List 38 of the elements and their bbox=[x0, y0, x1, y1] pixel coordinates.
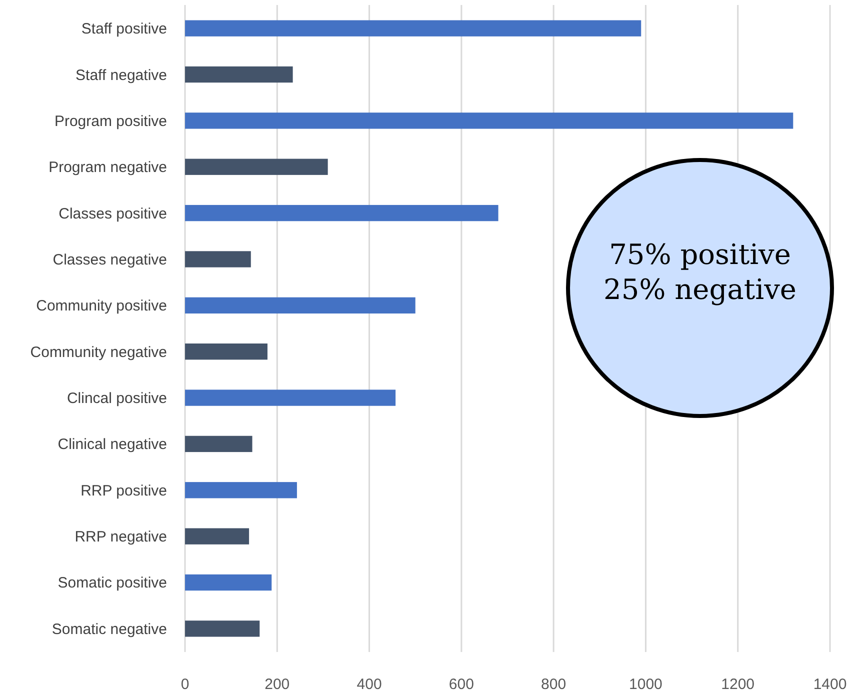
bar bbox=[185, 20, 642, 36]
bar bbox=[185, 528, 250, 544]
y-tick-label: Program positive bbox=[54, 112, 167, 130]
x-tick-label: 0 bbox=[180, 676, 190, 693]
y-tick-label: Program negative bbox=[48, 159, 167, 176]
bar bbox=[185, 482, 297, 498]
y-tick-label: Clincal positive bbox=[66, 390, 167, 408]
x-tick-label: 1400 bbox=[813, 676, 847, 693]
y-tick-label: Staff positive bbox=[81, 20, 167, 38]
x-tick-label: 400 bbox=[356, 676, 382, 693]
bar bbox=[185, 390, 396, 406]
y-tick-label: Somatic positive bbox=[58, 574, 167, 592]
bar bbox=[185, 158, 328, 175]
y-tick-label: Clinical negative bbox=[58, 436, 167, 454]
bar bbox=[185, 112, 794, 129]
y-tick-label: Classes positive bbox=[58, 205, 167, 222]
y-tick-label: RRP negative bbox=[74, 528, 167, 546]
y-tick-label: RRP positive bbox=[80, 482, 167, 500]
y-tick-label: Community negative bbox=[30, 344, 167, 361]
y-tick-label: Classes negative bbox=[52, 251, 167, 268]
bar bbox=[185, 251, 251, 268]
annotation: 75% positive bbox=[609, 238, 791, 271]
y-tick-label: Somatic negative bbox=[52, 620, 167, 638]
bar bbox=[185, 574, 272, 591]
bar bbox=[185, 297, 416, 314]
bar bbox=[185, 204, 498, 222]
y-tick-label: Community positive bbox=[36, 298, 167, 315]
x-tick-label: 800 bbox=[541, 676, 566, 693]
x-tick-label: 600 bbox=[448, 676, 474, 693]
x-tick-label: 1000 bbox=[629, 676, 662, 693]
bar bbox=[185, 436, 252, 452]
bar bbox=[185, 344, 268, 360]
x-tick-label: 1200 bbox=[721, 676, 755, 693]
x-tick-label: 200 bbox=[264, 676, 290, 693]
bar bbox=[185, 620, 260, 637]
bar bbox=[185, 66, 293, 83]
y-tick-label: Staff negative bbox=[76, 66, 167, 84]
annotation: 25% negative bbox=[604, 273, 796, 306]
